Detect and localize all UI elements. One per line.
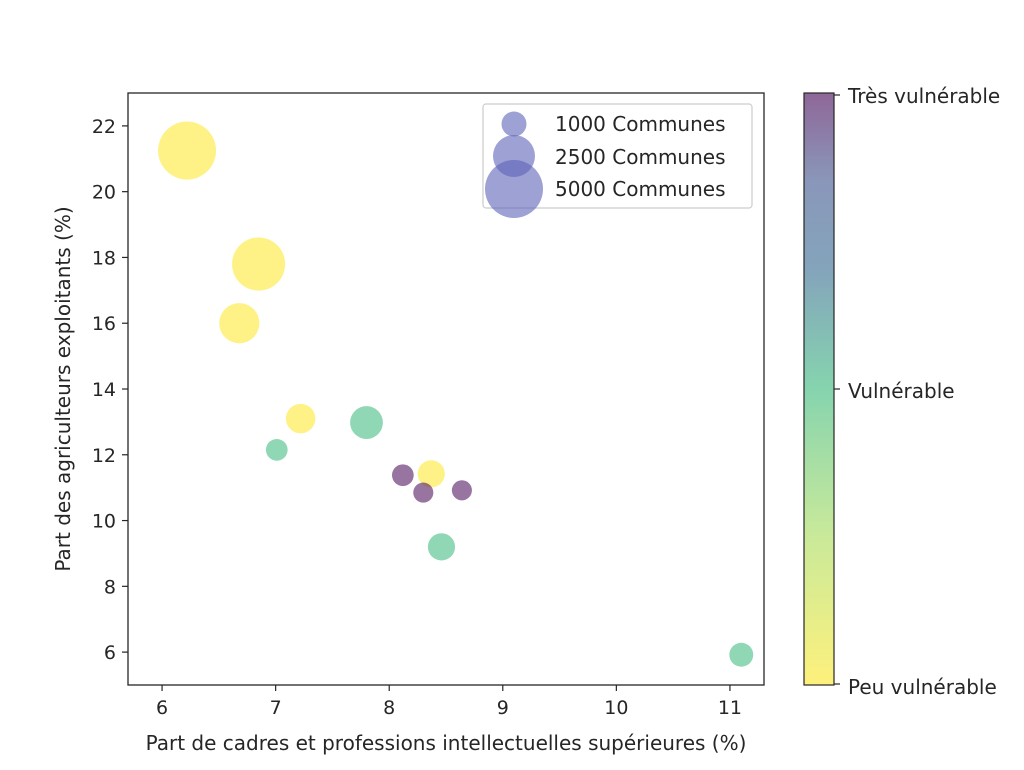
data-point-4 <box>265 438 288 461</box>
x-tick-label-1: 7 <box>270 697 282 719</box>
y-tick-label-5: 16 <box>92 313 116 335</box>
colorbar-label-low: Peu vulnérable <box>848 675 997 699</box>
x-tick-label-4: 10 <box>604 697 628 719</box>
data-point-9 <box>451 480 472 501</box>
data-point-11 <box>729 642 754 667</box>
y-tick-label-6: 18 <box>92 247 116 269</box>
colorbar-label-high: Très vulnérable <box>847 84 1000 108</box>
y-tick-label-4: 14 <box>92 379 116 401</box>
y-axis-label: Part des agriculteurs exploitants (%) <box>51 206 75 571</box>
y-tick-label-3: 12 <box>92 445 116 467</box>
colorbar-gradient <box>803 92 835 686</box>
data-point-6 <box>417 460 445 488</box>
data-point-8 <box>413 482 434 503</box>
legend-marker-1000 <box>501 111 527 137</box>
legend-label-1000: 1000 Communes <box>555 112 726 136</box>
x-tick-label-3: 9 <box>497 697 509 719</box>
data-point-0 <box>158 121 217 180</box>
y-tick-label-7: 20 <box>92 182 116 204</box>
colorbar-label-mid: Vulnérable <box>848 379 955 403</box>
legend-marker-5000 <box>485 160 543 218</box>
data-point-2 <box>219 303 260 344</box>
y-tick-label-8: 22 <box>92 116 116 138</box>
legend-frame <box>482 103 753 209</box>
y-tick-label-0: 6 <box>104 642 116 664</box>
legend-label-5000: 5000 Communes <box>555 177 726 201</box>
x-tick-label-2: 8 <box>383 697 395 719</box>
data-point-5 <box>350 406 383 439</box>
data-point-3 <box>285 403 316 434</box>
legend-label-2500: 2500 Communes <box>555 145 726 169</box>
y-tick-label-2: 10 <box>92 511 116 533</box>
y-axis: 6 8 10 12 14 16 18 20 22 <box>92 116 128 664</box>
scatter-points <box>158 121 754 667</box>
x-tick-label-5: 11 <box>718 697 742 719</box>
x-axis-label: Part de cadres et professions intellectu… <box>146 731 747 755</box>
data-point-10 <box>427 533 456 561</box>
data-point-7 <box>391 464 414 487</box>
data-point-1 <box>232 237 286 291</box>
x-tick-label-0: 6 <box>156 697 168 719</box>
legend: 1000 Communes 2500 Communes 5000 Commune… <box>482 103 753 218</box>
x-axis: 6 7 8 9 10 11 <box>156 685 742 719</box>
colorbar: Très vulnérable Vulnérable Peu vulnérabl… <box>803 84 1000 699</box>
y-tick-label-1: 8 <box>104 576 116 598</box>
